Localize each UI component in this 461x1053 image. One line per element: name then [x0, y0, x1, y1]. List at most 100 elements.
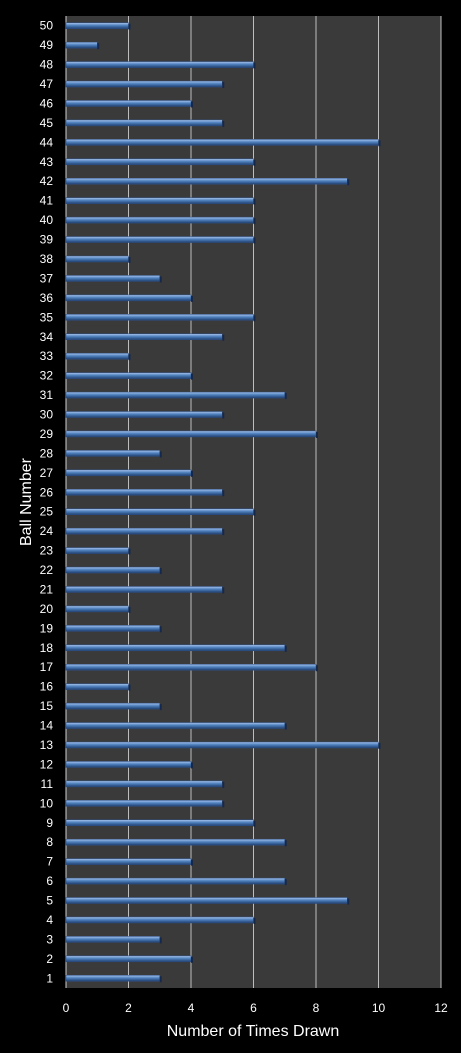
y-tick-label: 15: [40, 699, 54, 713]
y-tick-label: 41: [40, 194, 54, 208]
y-tick-label: 26: [40, 485, 54, 499]
y-tick-label: 22: [40, 563, 54, 577]
x-tick-label: 0: [63, 1001, 70, 1015]
bar-ball-4: [65, 916, 254, 924]
y-tick-label: 23: [40, 544, 54, 558]
bar-shadow-ball-44: [378, 140, 381, 147]
y-tick-label: 43: [40, 155, 54, 169]
y-tick-label: 44: [40, 135, 54, 149]
bar-ball-44: [65, 139, 379, 146]
y-tick-label: 20: [40, 602, 54, 616]
bar-shadow-ball-43: [253, 159, 256, 166]
bar-shadow-ball-19: [159, 626, 162, 633]
y-tick-label: 13: [40, 738, 54, 752]
bar-shadow-ball-6: [284, 879, 287, 886]
bar-shadow-ball-45: [222, 120, 225, 127]
bar-ball-24: [65, 527, 223, 535]
y-tick-label: 10: [40, 796, 54, 810]
y-tick-label: 31: [40, 388, 54, 402]
bar-ball-3: [65, 936, 160, 943]
bar-ball-16: [65, 683, 129, 690]
bar-ball-7: [65, 858, 192, 865]
bar-ball-28: [65, 450, 160, 457]
y-tick-label: 42: [40, 174, 54, 188]
bar-ball-45: [65, 119, 223, 127]
bar-shadow-ball-20: [128, 606, 131, 613]
bar-shadow-ball-16: [128, 684, 131, 691]
bar-shadow-ball-14: [284, 723, 287, 730]
bar-ball-5: [65, 897, 348, 904]
bar-shadow-ball-30: [222, 412, 225, 419]
y-tick-label: 8: [46, 835, 53, 849]
y-tick-label: 46: [40, 96, 54, 110]
y-tick-label: 4: [46, 913, 53, 927]
bar-ball-13: [65, 741, 379, 749]
bar-shadow-ball-31: [284, 393, 287, 400]
y-tick-label: 6: [46, 874, 53, 888]
y-tick-label: 3: [46, 932, 53, 946]
bar-ball-35: [65, 314, 254, 321]
bar-ball-27: [65, 469, 192, 477]
bar-shadow-ball-3: [159, 937, 162, 944]
bar-shadow-ball-18: [284, 645, 287, 652]
y-tick-label: 36: [40, 291, 54, 305]
x-tick-label: 8: [313, 1001, 320, 1015]
bar-shadow-ball-39: [253, 237, 256, 244]
bar-shadow-ball-4: [253, 917, 256, 924]
bar-shadow-ball-41: [253, 198, 256, 205]
bar-ball-17: [65, 663, 317, 671]
bar-shadow-ball-38: [128, 257, 131, 263]
bar-ball-11: [65, 780, 223, 788]
x-tick-label: 10: [372, 1001, 386, 1015]
bar-shadow-ball-47: [222, 82, 225, 89]
bar-ball-8: [65, 838, 285, 846]
bar-ball-12: [65, 761, 192, 768]
bars: [65, 22, 381, 983]
bar-ball-26: [65, 489, 223, 496]
y-tick-label: 49: [40, 38, 54, 52]
bar-ball-1: [65, 975, 160, 982]
bar-ball-40: [65, 216, 254, 224]
bar-shadow-ball-23: [128, 548, 131, 555]
bar-ball-10: [65, 800, 223, 807]
bar-ball-38: [65, 255, 129, 263]
bar-ball-47: [65, 80, 223, 88]
bar-shadow-ball-12: [191, 762, 193, 769]
bar-ball-21: [65, 586, 223, 593]
bar-ball-33: [65, 352, 129, 360]
bar-shadow-ball-40: [253, 218, 256, 225]
y-tick-label: 9: [46, 816, 53, 830]
y-tick-label: 45: [40, 116, 54, 130]
bar-ball-19: [65, 625, 160, 632]
bar-shadow-ball-33: [128, 354, 131, 361]
bar-ball-23: [65, 547, 129, 554]
bar-ball-22: [65, 566, 160, 574]
x-axis-title: Number of Times Drawn: [167, 1023, 340, 1040]
y-tick-label: 12: [40, 757, 54, 771]
bar-shadow-ball-35: [253, 315, 256, 322]
bar-shadow-ball-7: [191, 859, 193, 866]
y-tick-label: 1: [46, 971, 53, 985]
y-tick-label: 2: [46, 952, 53, 966]
bar-ball-50: [65, 22, 129, 29]
y-axis-title: Ball Number: [18, 457, 35, 546]
bar-shadow-ball-34: [222, 334, 225, 341]
bar-ball-30: [65, 411, 223, 418]
bar-shadow-ball-13: [378, 743, 381, 749]
y-tick-label: 32: [40, 369, 54, 383]
bar-shadow-ball-28: [159, 451, 162, 458]
bar-shadow-ball-24: [222, 529, 225, 536]
bar-shadow-ball-50: [128, 23, 131, 30]
bar-shadow-ball-17: [316, 665, 318, 672]
bar-ball-25: [65, 508, 254, 515]
bar-shadow-ball-29: [316, 431, 318, 438]
y-tick-label: 21: [40, 582, 54, 596]
bar-ball-46: [65, 100, 192, 107]
y-tick-label: 17: [40, 660, 54, 674]
bar-ball-42: [65, 177, 348, 185]
bar-ball-2: [65, 955, 192, 963]
bar-ball-43: [65, 158, 254, 166]
bar-shadow-ball-1: [159, 976, 162, 983]
y-tick-labels: 1234567891011121314151617181920212223242…: [40, 19, 54, 986]
